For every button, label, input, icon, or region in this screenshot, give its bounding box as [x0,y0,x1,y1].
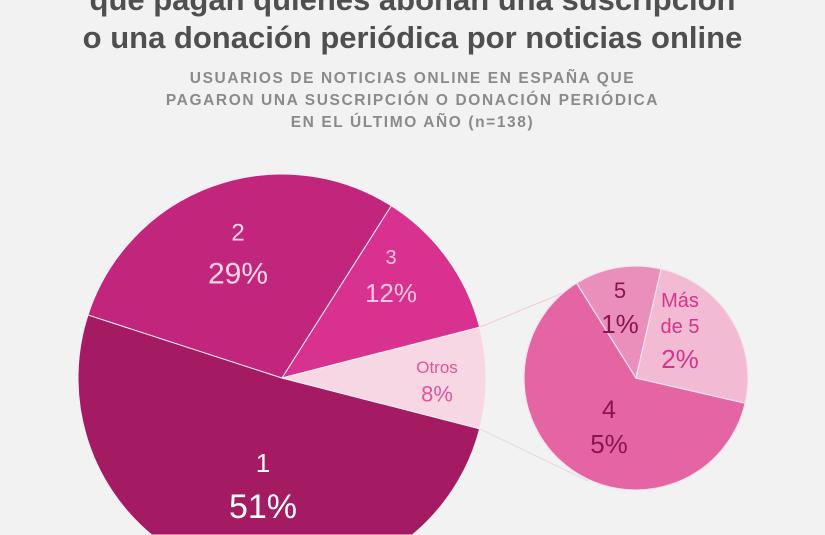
main-slice-value-2: 29% [208,258,268,291]
detail-pie-slice-5 [575,265,662,380]
subtitle-line-1: USUARIOS DE NOTICIAS ONLINE EN ESPAÑA QU… [189,70,636,87]
main-slice-value-3: 12% [365,278,417,308]
main-slice-label-3: 3 [385,247,396,269]
main-slice-value-1: 51% [229,488,297,526]
detail-pie-slice-mas-de-5 [635,268,749,404]
chart-subtitle: USUARIOS DE NOTICIAS ONLINE EN ESPAÑA QU… [0,68,825,134]
detail-pie-slice-4 [523,282,746,491]
detail-slice-value-4: 5% [590,429,628,459]
detail-slice-label-4: 4 [602,396,616,424]
main-slice-label-1: 1 [256,448,270,478]
detail-slice-value-mas-de-5: 2% [661,344,699,374]
detail-slice-label-mas-de-5-line-1: Más [661,290,699,312]
detail-slice-value-5: 1% [601,309,639,339]
chart-title-line-1: que pagan quienes abonan una suscripción [0,0,825,18]
connector-line-bottom [479,428,589,482]
subtitle-line-2: PAGARON UNA SUSCRIPCIÓN O DONACIÓN PERIÓ… [165,92,660,109]
subtitle-line-3: EN EL ÚLTIMO AÑO (n=138) [290,114,535,131]
chart-title-line-2: o una donación periódica por noticias on… [82,20,743,55]
main-slice-value-otros: 8% [421,382,453,407]
main-pie-slice-3 [280,205,481,379]
main-pie-slice-2 [87,173,392,379]
main-pie-slice-1 [77,314,481,535]
detail-slice-label-5: 5 [614,278,626,303]
main-slice-label-otros: Otros [416,358,458,377]
connector-line-top [479,289,571,328]
main-pie-slice-otros [281,326,487,430]
main-slice-label-2: 2 [231,219,244,246]
detail-slice-label-mas-de-5-line-2: de 5 [661,316,700,338]
